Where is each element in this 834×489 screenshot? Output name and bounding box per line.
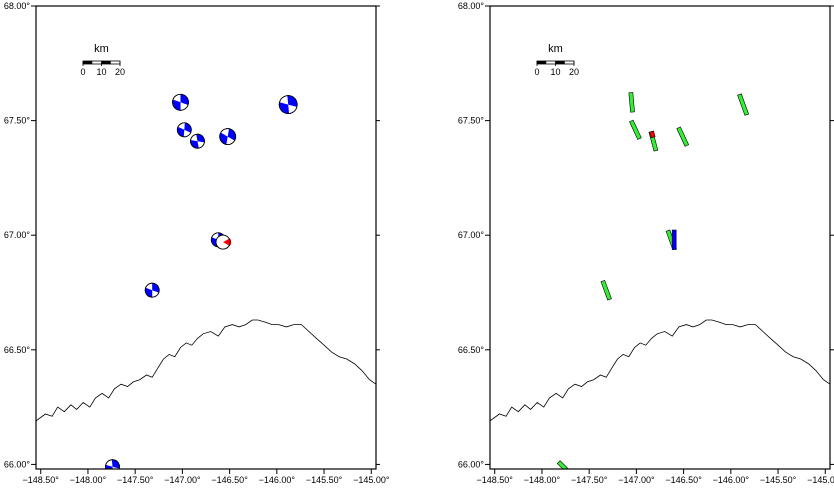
beachball-outline <box>190 133 205 149</box>
fault-plane-6[interactable] <box>737 93 750 116</box>
scalebar-unit: km <box>548 43 563 55</box>
map-content <box>490 92 830 478</box>
fault-plane-1[interactable] <box>628 92 635 113</box>
scalebar-label: 10 <box>550 67 560 77</box>
beachball-outline <box>176 122 192 138</box>
y-tick-label: 66.50° <box>458 345 485 355</box>
map-frame <box>35 5 377 470</box>
beachball-7[interactable] <box>215 234 232 250</box>
beachball-outline <box>172 93 189 111</box>
x-tick-label: −145.50° <box>760 475 797 484</box>
beachball-compression-wedge <box>223 238 232 246</box>
fault-plane-9[interactable] <box>600 279 612 301</box>
fault-plane-2[interactable] <box>629 119 642 140</box>
x-tick-label: −147.00° <box>618 475 655 484</box>
x-tick-label: −148.00° <box>524 475 561 484</box>
x-tick-label: −146.50° <box>211 475 248 484</box>
map-panel-faults: −148.50° −148.00° −147.50° −147.00° −146.50°… <box>458 1 834 485</box>
y-tick-label: 67.00° <box>4 230 31 240</box>
y-tick-label: 67.50° <box>4 116 31 126</box>
x-tick-label: −146.00° <box>259 475 296 484</box>
y-tick-label: 66.00° <box>458 459 485 469</box>
x-tick-label: −145.00° <box>353 475 390 484</box>
scalebar-label: 20 <box>569 67 579 77</box>
beachball-outline <box>144 282 160 298</box>
fault-plane-10[interactable] <box>556 460 575 478</box>
y-tick-label: 67.00° <box>458 230 485 240</box>
y-tick-label: 68.00° <box>458 1 485 11</box>
map-panel-beachballs: −148.50° −148.00° −147.50° −147.00° −146.50°… <box>4 1 390 485</box>
beachball-2[interactable] <box>277 94 299 116</box>
beachball-outline <box>219 128 237 146</box>
x-tick-label: −147.50° <box>117 475 154 484</box>
x-tick-label: −146.50° <box>665 475 702 484</box>
map-content <box>36 92 376 475</box>
scalebar-fill <box>555 61 565 64</box>
scalebar: km 0 10 20 <box>80 43 125 77</box>
scalebar-fill <box>537 61 547 64</box>
beachball-compression-quadrant <box>105 464 114 469</box>
scalebar-fill <box>83 61 93 64</box>
y-tick-label: 66.50° <box>4 345 31 355</box>
scalebar-unit: km <box>94 43 109 55</box>
x-tick-label: −145.50° <box>306 475 343 484</box>
x-tick-label: −147.00° <box>164 475 201 484</box>
beachball-8[interactable] <box>143 281 161 299</box>
beachball-1[interactable] <box>170 92 191 113</box>
y-tick-label: 68.00° <box>4 1 31 11</box>
beachball-outline <box>278 95 298 114</box>
y-tick-label: 66.00° <box>4 459 31 469</box>
scalebar-label: 20 <box>115 67 125 77</box>
scalebar-label: 0 <box>80 67 85 77</box>
x-tick-label: −148.00° <box>70 475 107 484</box>
beachball-outline <box>215 234 231 250</box>
beachball-4[interactable] <box>189 133 205 149</box>
coastline <box>36 319 376 422</box>
fault-plane-8[interactable] <box>671 229 677 250</box>
y-tick-label: 67.50° <box>458 116 485 126</box>
beachball-9[interactable] <box>104 458 121 475</box>
x-tick-label: −148.50° <box>23 475 60 484</box>
scalebar-label: 10 <box>96 67 106 77</box>
x-tick-label: −148.50° <box>477 475 514 484</box>
fault-plane-4[interactable] <box>649 130 656 139</box>
x-tick-label: −145.00° <box>807 475 834 484</box>
scalebar: km 0 10 20 <box>534 43 579 77</box>
scalebar-fill <box>101 61 111 64</box>
x-tick-label: −146.00° <box>713 475 750 484</box>
fault-plane-5[interactable] <box>676 126 690 147</box>
beachball-3[interactable] <box>175 120 194 139</box>
beachball-5[interactable] <box>217 126 239 148</box>
x-tick-label: −147.50° <box>571 475 608 484</box>
scalebar-label: 0 <box>534 67 539 77</box>
map-frame <box>489 5 831 470</box>
coastline <box>490 319 830 422</box>
